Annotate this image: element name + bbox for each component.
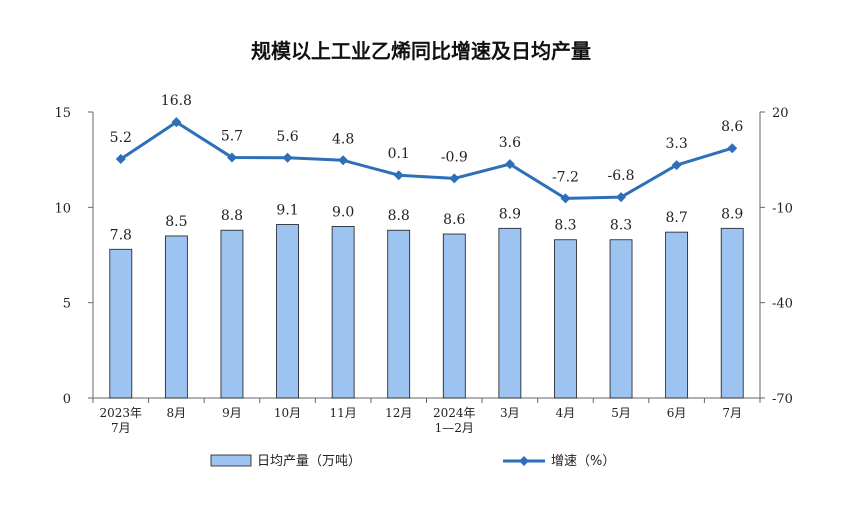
bar-value-label: 9.0: [332, 204, 354, 220]
bar: [220, 229, 244, 399]
line-value-label: -7.2: [552, 169, 579, 185]
legend-line-label: 增速（%）: [551, 454, 615, 469]
bar-series: 7.8 8.5 8.8 9.1 9.0 8.8 8.6 8.9 8.3 8.3 8.7 8.9: [109, 202, 744, 399]
line-value-label: 8.6: [721, 119, 743, 135]
category-label: 1—2月: [435, 421, 474, 435]
line-value-label: 0.1: [388, 146, 410, 162]
category-label: 6月: [667, 406, 687, 420]
line-value-label: 5.2: [110, 130, 132, 146]
bar-value-label: 8.8: [221, 208, 243, 224]
category-label: 5月: [611, 406, 631, 420]
line-point: [727, 143, 738, 154]
line-value-label: 4.8: [332, 131, 354, 147]
left-tick-label: 5: [63, 297, 71, 312]
bar-value-label: 8.9: [721, 206, 743, 222]
category-label: 3月: [500, 406, 520, 420]
line-point: [449, 173, 460, 184]
bar-value-label: 8.6: [443, 212, 465, 228]
bar: [554, 239, 577, 399]
growth-line: [119, 120, 733, 200]
category-label: 4月: [556, 406, 576, 420]
left-tick-label: 0: [63, 392, 71, 407]
right-tick-label: -40: [772, 297, 793, 312]
category-label: 10月: [274, 406, 301, 420]
bar: [609, 239, 633, 399]
right-tick-label: 20: [772, 106, 789, 121]
line-point: [671, 160, 682, 171]
bar-value-label: 8.3: [554, 218, 576, 234]
right-tick-label: -10: [772, 201, 793, 216]
line-value-label: -0.9: [441, 149, 468, 165]
bar-value-label: 8.9: [499, 206, 521, 222]
bar: [720, 227, 744, 399]
line-point: [560, 193, 571, 204]
category-label: 7月: [111, 421, 131, 435]
line-point: [338, 155, 349, 166]
category-label: 2023年: [100, 406, 143, 420]
bar: [164, 235, 188, 399]
bar: [387, 229, 411, 399]
bar: [442, 233, 466, 399]
bar-value-label: 7.8: [110, 227, 132, 243]
line-point: [282, 152, 293, 163]
bar-value-label: 8.5: [165, 214, 187, 230]
line-point: [393, 170, 404, 181]
bar: [498, 227, 522, 399]
line-value-label: 16.8: [161, 93, 192, 109]
line-series: 5.2 16.8 5.7 5.6 4.8 0.1 -0.9 3.6 -7.2 -6.8 3.3 8.6: [110, 93, 743, 204]
legend: 日均产量（万吨） 增速（%）: [210, 454, 615, 469]
legend-bar-swatch: [210, 454, 252, 467]
right-tick-label: -70: [772, 392, 793, 407]
bar-value-label: 9.1: [276, 202, 298, 218]
line-value-label: 3.3: [665, 136, 687, 152]
bar-value-label: 8.7: [665, 210, 687, 226]
line-value-label: 3.6: [499, 135, 521, 151]
category-label: 7月: [722, 406, 742, 420]
category-label: 11月: [329, 406, 356, 420]
line-point: [226, 152, 237, 163]
legend-bar-label: 日均产量（万吨）: [257, 454, 361, 469]
category-label: 12月: [385, 406, 412, 420]
left-tick-label: 15: [54, 106, 71, 121]
line-value-label: 5.6: [276, 129, 298, 145]
category-label: 8月: [167, 406, 187, 420]
line-point: [616, 192, 627, 203]
bar: [665, 231, 689, 399]
line-point: [171, 117, 182, 128]
bar-value-label: 8.3: [610, 218, 632, 234]
bar-value-label: 8.8: [388, 208, 410, 224]
chart-title: 规模以上工业乙烯同比增速及日均产量: [251, 39, 591, 63]
line-value-label: 5.7: [221, 128, 243, 144]
bar: [276, 224, 299, 399]
legend-line-marker: [519, 456, 529, 466]
line-value-label: -6.8: [608, 168, 635, 184]
left-tick-label: 10: [54, 201, 71, 216]
bar: [109, 248, 133, 399]
bar: [331, 225, 355, 399]
line-point: [115, 154, 126, 165]
line-point: [504, 159, 515, 170]
category-label: 9月: [222, 406, 242, 420]
category-label: 2024年: [433, 406, 476, 420]
